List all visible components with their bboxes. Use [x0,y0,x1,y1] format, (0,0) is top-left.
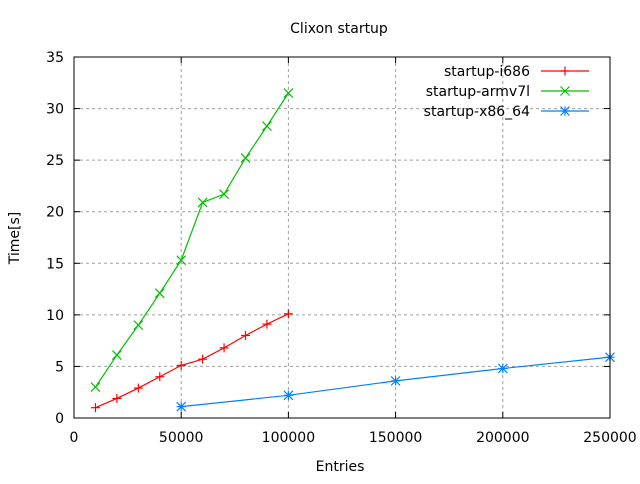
marker-star [497,363,508,374]
legend-label: startup-armv7l [426,84,530,100]
marker-cross [111,350,122,361]
marker-star [283,390,294,401]
marker-cross [219,189,230,200]
y-tick-label: 5 [55,359,64,375]
marker-cross [133,320,144,331]
x-tick-label: 150000 [369,430,422,446]
marker-cross [240,153,251,164]
y-tick-label: 10 [46,308,64,324]
x-tick-label: 250000 [583,430,636,446]
legend-label: startup-i686 [444,64,530,80]
x-tick-label: 200000 [476,430,529,446]
y-tick-label: 30 [46,102,64,118]
plot-frame [73,56,611,419]
x-tick-label: 0 [70,430,79,446]
series-line [95,313,289,409]
y-tick-label: 35 [46,50,64,66]
marker-star [390,375,401,386]
y-tick-label: 0 [55,411,64,427]
marker-star [176,401,187,412]
legend-label: startup-x86_64 [424,104,530,120]
legend: startup-i686 startup-armv7l startup-x86_64 [424,64,589,120]
series-group [90,88,615,413]
x-tick-label: 100000 [262,430,315,446]
chart-title: Clixon startup [290,21,388,37]
marker-cross [154,288,165,299]
series-startup-i686 [90,309,293,413]
marker-cross [560,86,570,96]
x-axis-label: Entries [316,459,365,475]
y-tick-label: 25 [46,153,64,169]
series-startup-x86_64 [176,352,615,412]
marker-cross [262,121,272,132]
series-line [94,92,289,388]
ticks: 0 50000 100000 150000 200000 250000 0 5 10 15 20 25… [46,50,637,446]
x-tick-label: 50000 [159,430,204,446]
y-axis-label: Time[s] [7,212,23,265]
marker-cross [283,88,294,99]
y-tick-label: 20 [46,205,64,221]
marker-cross [90,382,101,392]
marker-star [560,106,570,116]
marker-cross [176,255,187,266]
series-startup-armv7l [90,88,294,392]
y-tick-label: 15 [46,256,64,272]
marker-cross [197,197,208,208]
